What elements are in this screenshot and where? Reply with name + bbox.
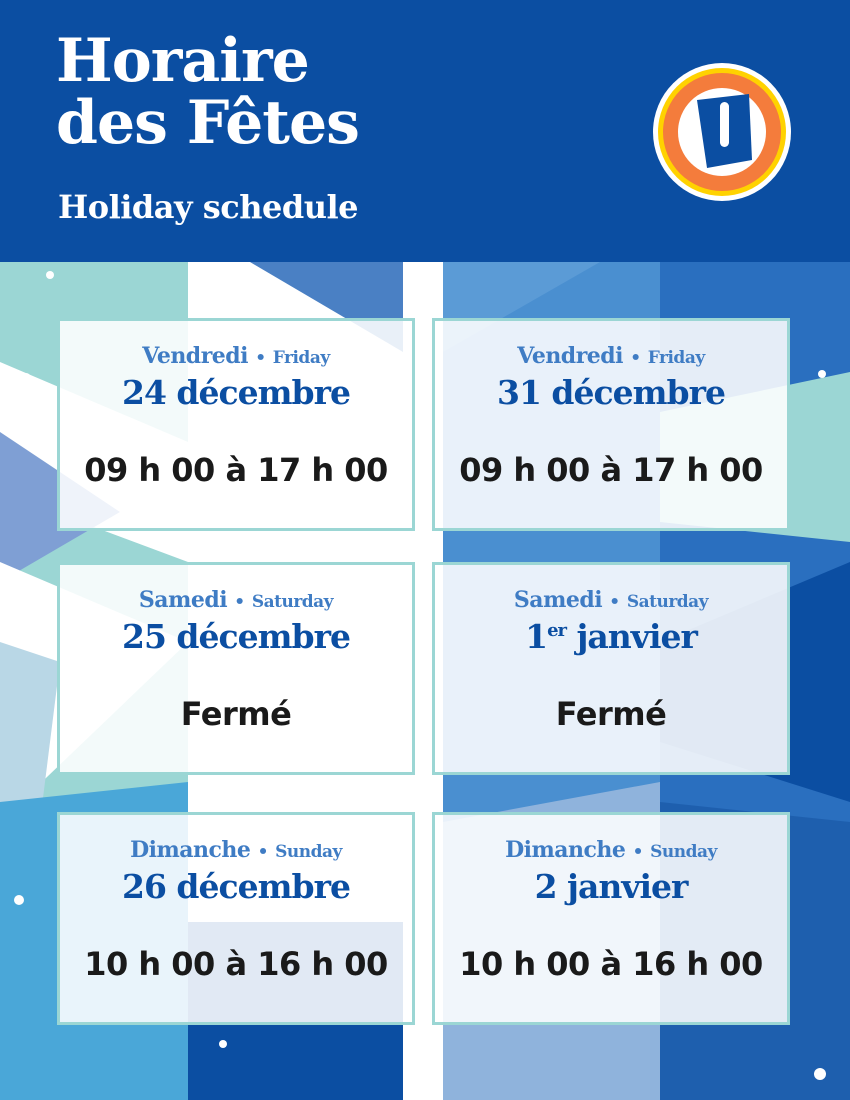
date-main: 1: [525, 617, 548, 656]
date-main: 26 décembre: [122, 867, 351, 906]
opening-hours: Fermé: [555, 695, 667, 733]
separator-dot: •: [234, 592, 245, 612]
day-fr: Samedi: [513, 587, 603, 613]
day-fr: Vendredi: [142, 343, 249, 369]
date-label: 24 décembre: [60, 369, 412, 411]
day-en: Saturday: [251, 592, 334, 612]
date-rest: janvier: [566, 617, 697, 656]
separator-dot: •: [609, 592, 620, 612]
date-main: 25 décembre: [122, 617, 351, 656]
day-en: Saturday: [626, 592, 709, 612]
separator-dot: •: [632, 842, 644, 862]
separator-dot: •: [630, 348, 641, 368]
day-label: Samedi • Saturday: [60, 587, 412, 613]
schedule-card: Dimanche • Sunday 2 janvier 10 h 00 à 16…: [432, 812, 790, 1025]
schedule-card: Vendredi • Friday 31 décembre 09 h 00 à …: [432, 318, 790, 531]
day-en: Sunday: [650, 842, 717, 862]
schedule-card: Samedi • Saturday 1er janvier Fermé: [432, 562, 790, 775]
page-subtitle: Holiday schedule: [58, 188, 359, 226]
title-line-1: Horaire: [56, 26, 310, 96]
date-label: 1er janvier: [435, 613, 787, 655]
u-logo-icon: [653, 63, 791, 201]
date-label: 26 décembre: [60, 863, 412, 905]
title-line-2: des Fêtes: [56, 88, 360, 158]
day-label: Vendredi • Friday: [435, 343, 787, 369]
day-label: Dimanche • Sunday: [435, 837, 787, 863]
date-main: 2 janvier: [534, 867, 689, 906]
day-en: Friday: [647, 348, 705, 368]
day-fr: Dimanche: [505, 837, 626, 863]
date-label: 25 décembre: [60, 613, 412, 655]
schedule-card: Samedi • Saturday 25 décembre Fermé: [57, 562, 415, 775]
separator-dot: •: [255, 348, 266, 368]
day-en: Sunday: [275, 842, 342, 862]
opening-hours: 10 h 00 à 16 h 00: [84, 945, 388, 983]
date-label: 31 décembre: [435, 369, 787, 411]
date-main: 24 décembre: [122, 373, 351, 412]
day-fr: Vendredi: [517, 343, 624, 369]
date-main: 31 décembre: [497, 373, 726, 412]
opening-hours: 10 h 00 à 16 h 00: [459, 945, 763, 983]
page-title: Horaire des Fêtes: [56, 26, 360, 158]
day-label: Samedi • Saturday: [435, 587, 787, 613]
day-label: Vendredi • Friday: [60, 343, 412, 369]
schedule-card: Vendredi • Friday 24 décembre 09 h 00 à …: [57, 318, 415, 531]
day-fr: Samedi: [138, 587, 228, 613]
date-label: 2 janvier: [435, 863, 787, 905]
header-banner: Horaire des Fêtes Holiday schedule: [0, 0, 850, 262]
separator-dot: •: [257, 842, 269, 862]
day-en: Friday: [272, 348, 330, 368]
opening-hours: 09 h 00 à 17 h 00: [459, 451, 763, 489]
date-sup: er: [547, 620, 567, 641]
day-fr: Dimanche: [130, 837, 251, 863]
day-label: Dimanche • Sunday: [60, 837, 412, 863]
opening-hours: Fermé: [180, 695, 292, 733]
opening-hours: 09 h 00 à 17 h 00: [84, 451, 388, 489]
schedule-card: Dimanche • Sunday 26 décembre 10 h 00 à …: [57, 812, 415, 1025]
